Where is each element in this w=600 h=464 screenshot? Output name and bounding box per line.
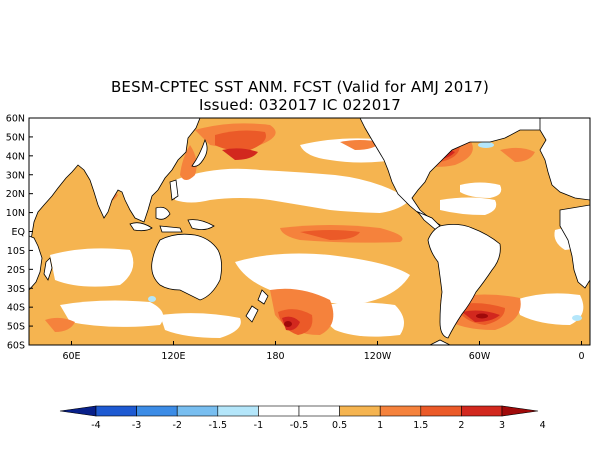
lat-label: 40N xyxy=(6,151,25,162)
lon-label: 120E xyxy=(161,351,185,362)
colorbar-bin xyxy=(258,405,300,417)
colorbar-bin xyxy=(379,405,422,417)
anomaly-3-4 xyxy=(284,313,488,327)
colorbar-tick-label: 0.5 xyxy=(332,420,347,431)
lon-label: 0 xyxy=(578,351,584,362)
colorbar-bin xyxy=(420,405,462,417)
lat-label: 20N xyxy=(6,189,25,200)
chart-subtitle: Issued: 032017 IC 022017 xyxy=(199,96,401,114)
colorbar-bin xyxy=(339,405,381,417)
lat-label: 10N xyxy=(6,208,25,219)
colorbar-tick-label: 2 xyxy=(458,420,464,431)
colorbar-tick-label: -2 xyxy=(172,420,181,431)
near-zero-anomaly-areas xyxy=(50,138,588,338)
lat-label: 30N xyxy=(6,170,25,181)
colorbar-tick-label: 3 xyxy=(499,420,505,431)
colorbar-bin xyxy=(217,405,259,417)
colorbar-left-arrow xyxy=(59,405,97,417)
lat-label: 50S xyxy=(7,322,25,333)
colorbar-right-arrow xyxy=(501,405,539,417)
colorbar-tick-label: -1.5 xyxy=(209,420,228,431)
lon-label: 120W xyxy=(364,351,392,362)
colorbar-bin xyxy=(298,405,340,417)
colorbar-bin xyxy=(95,405,137,417)
lat-label: 40S xyxy=(7,303,25,314)
colorbar-tick-label: -4 xyxy=(91,420,100,431)
colorbar-legend: -4 -3 -2 -1.5 -1 -0.5 0.5 1 1.5 2 3 4 xyxy=(59,405,546,431)
lat-label: 10S xyxy=(7,246,25,257)
lat-label: 30S xyxy=(7,284,25,295)
colorbar-tick-label: 1.5 xyxy=(413,420,428,431)
lat-label: EQ xyxy=(12,227,25,238)
colorbar-bin xyxy=(136,405,178,417)
lat-label: 50N xyxy=(6,132,25,143)
lon-label: 60W xyxy=(469,351,491,362)
lon-label: 60E xyxy=(62,351,80,362)
lat-label: 20S xyxy=(7,265,25,276)
colorbar-bin xyxy=(176,405,219,417)
lon-label: 180 xyxy=(266,351,284,362)
chart-title: BESM-CPTEC SST ANM. FCST (Valid for AMJ … xyxy=(110,78,490,96)
colorbar-tick-label: -0.5 xyxy=(290,420,309,431)
colorbar-tick-label: 4 xyxy=(540,420,546,431)
lat-label: 60N xyxy=(6,114,25,125)
colorbar-tick-label: -3 xyxy=(132,420,141,431)
negative-anomaly xyxy=(148,142,582,321)
colorbar-bin xyxy=(461,405,503,417)
colorbar-tick-label: 1 xyxy=(377,420,383,431)
longitude-axis: 60E 120E 180 120W 60W 0 xyxy=(62,341,585,362)
latitude-axis: 60N 50N 40N 30N 20N 10N EQ 10S 20S 30S 40S 50S 60S xyxy=(6,114,33,352)
land xyxy=(29,118,590,345)
lat-label: 60S xyxy=(7,341,25,352)
colorbar-tick-label: -1 xyxy=(254,420,263,431)
